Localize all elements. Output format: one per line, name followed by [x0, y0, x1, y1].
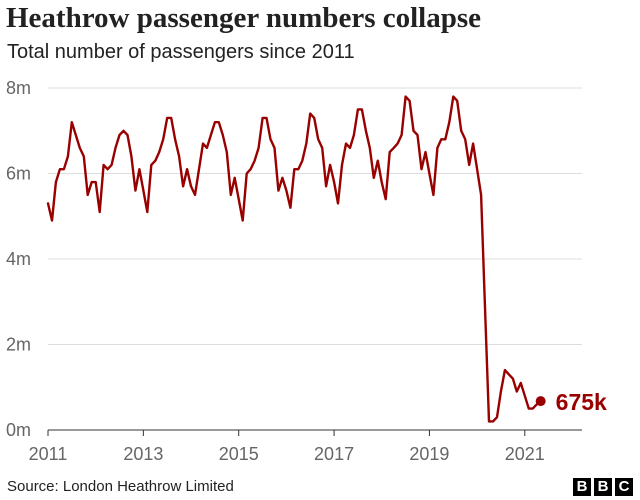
y-axis-tick-labels: 0m 2m 4m 6m 8m [6, 78, 31, 440]
x-axis: 2011 2013 2015 2017 2019 2021 [29, 430, 545, 464]
bbc-logo-letter-b2: B [594, 478, 612, 496]
y-tick-label: 6m [6, 164, 31, 184]
bbc-logo: B B C [573, 478, 633, 496]
x-tick-label: 2017 [314, 444, 354, 464]
y-tick-label: 8m [6, 78, 31, 98]
end-point-marker [535, 396, 546, 407]
series-layer [46, 95, 542, 423]
passenger-line [46, 95, 542, 423]
bbc-logo-letter-b1: B [573, 478, 591, 496]
chart-title: Heathrow passenger numbers collapse [6, 2, 482, 34]
line-chart: 0m 2m 4m 6m 8m 2011 2013 2015 2017 2019 2021 675k [6, 78, 607, 464]
chart-subtitle: Total number of passengers since 2011 [7, 41, 355, 63]
x-tick-label: 2019 [409, 444, 449, 464]
y-tick-label: 2m [6, 335, 31, 355]
bbc-logo-letter-c: C [615, 478, 633, 496]
annotations: 675k [535, 389, 607, 415]
y-tick-label: 0m [6, 420, 31, 440]
y-tick-label: 4m [6, 249, 31, 269]
x-tick-label: 2021 [505, 444, 545, 464]
x-tick-label: 2013 [123, 444, 163, 464]
source-note: Source: London Heathrow Limited [7, 478, 234, 495]
x-tick-label: 2011 [29, 444, 68, 464]
gridlines [48, 87, 582, 431]
end-value-label: 675k [556, 389, 607, 415]
x-tick-label: 2015 [219, 444, 259, 464]
